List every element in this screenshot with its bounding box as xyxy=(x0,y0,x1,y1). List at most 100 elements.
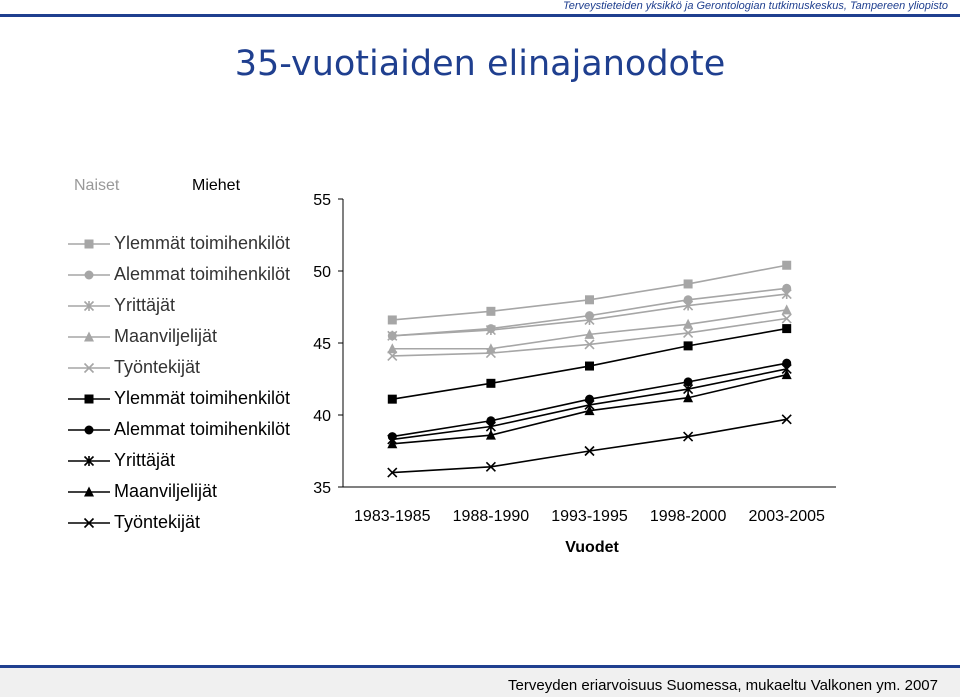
legend-item-miehet-yrittajat: Yrittäjät xyxy=(68,445,290,476)
legend-label: Yrittäjät xyxy=(114,295,176,315)
series-naiset-yrittajat xyxy=(387,288,792,341)
y-tick-label: 55 xyxy=(313,192,331,209)
series-naiset-ylemmat-toimihenkilot xyxy=(387,260,792,325)
data-point xyxy=(683,431,694,442)
legend-group-miehet: Miehet xyxy=(192,177,241,194)
legend-marker xyxy=(84,425,94,434)
x-axis-label: Vuodet xyxy=(565,539,619,556)
x-tick-label: 1993-1995 xyxy=(551,508,628,525)
data-point xyxy=(387,467,398,478)
data-point xyxy=(683,377,693,387)
legend-marker xyxy=(83,300,95,311)
data-point xyxy=(781,313,792,324)
data-point xyxy=(486,378,496,388)
legend-label: Ylemmät toimihenkilöt xyxy=(114,233,291,253)
data-point xyxy=(782,358,792,368)
data-point xyxy=(683,392,694,403)
legend-item-miehet-alemmat-toimihenkilot: Alemmat toimihenkilöt xyxy=(68,414,290,445)
legend-marker xyxy=(84,270,94,279)
data-point xyxy=(683,327,694,338)
data-point xyxy=(683,300,694,311)
data-point xyxy=(387,438,398,449)
data-point xyxy=(485,348,496,359)
legend-marker xyxy=(83,517,95,528)
data-point xyxy=(781,304,792,315)
legend-marker xyxy=(84,331,94,341)
data-point xyxy=(387,350,398,362)
legend-item-naiset-ylemmat-toimihenkilot: Ylemmät toimihenkilöt xyxy=(68,228,290,259)
legend-item-naiset-tyontekijat: Työntekijät xyxy=(68,352,290,383)
data-point xyxy=(485,429,496,440)
legend-swatch-asterisk-icon xyxy=(68,300,110,311)
data-point xyxy=(485,324,496,336)
legend-marker xyxy=(83,455,95,466)
legend-swatch-asterisk-icon xyxy=(68,455,110,466)
y-tick-label: 45 xyxy=(313,336,331,353)
legend-item-miehet-maanviljelijat: Maanviljelijät xyxy=(68,476,290,507)
legend-group-naiset: Naiset xyxy=(74,177,120,194)
data-point xyxy=(485,461,496,472)
data-point xyxy=(584,339,595,350)
data-point xyxy=(683,279,693,289)
legend-label: Alemmat toimihenkilöt xyxy=(114,419,291,439)
data-point xyxy=(387,394,397,404)
data-point xyxy=(782,283,792,293)
x-tick-label: 1998-2000 xyxy=(650,508,727,525)
header-rule xyxy=(0,14,960,17)
data-point xyxy=(781,414,792,425)
data-point xyxy=(781,369,792,380)
y-tick-label: 50 xyxy=(313,264,331,281)
legend-item-miehet-ylemmat-toimihenkilot: Ylemmät toimihenkilöt xyxy=(68,383,290,414)
x-tick-label: 1983-1985 xyxy=(354,508,431,525)
data-point xyxy=(683,295,693,305)
data-point xyxy=(486,306,496,316)
data-point xyxy=(387,343,398,354)
legend-swatch-triangle-icon xyxy=(68,486,110,496)
legend-swatch-circle-icon xyxy=(68,425,110,434)
series-miehet-tyontekijat xyxy=(387,414,792,478)
line-chart: 35 40 45 50 55 1983-1985 1988-1990 1993-1995 199… xyxy=(313,192,836,556)
series-miehet-maanviljelijat xyxy=(387,369,792,449)
footer-rule xyxy=(0,665,960,668)
legend-label: Työntekijät xyxy=(114,357,201,377)
chart-legend: Ylemmät toimihenkilöt Alemmat toimihenkil… xyxy=(68,228,290,538)
x-tick-label: 1988-1990 xyxy=(453,508,530,525)
data-point xyxy=(585,394,594,404)
legend-item-naiset-maanviljelijat: Maanviljelijät xyxy=(68,321,290,352)
legend-marker xyxy=(83,362,95,373)
footer-bar: Terveyden eriarvoisuus Suomessa, mukaelt… xyxy=(0,665,960,697)
data-point xyxy=(584,314,595,326)
legend-item-naiset-yrittajat: Yrittäjät xyxy=(68,290,290,321)
legend-label: Yrittäjät xyxy=(114,450,176,470)
data-point xyxy=(387,330,398,341)
y-tick-label: 35 xyxy=(313,480,331,497)
legend-swatch-circle-icon xyxy=(68,270,110,279)
legend-swatch-x-icon xyxy=(68,517,110,528)
data-point xyxy=(683,318,694,329)
series-miehet-ylemmat-toimihenkilot xyxy=(387,324,792,404)
data-point xyxy=(683,341,693,351)
series-naiset-tyontekijat xyxy=(387,313,792,362)
legend-label: Työntekijät xyxy=(114,512,201,532)
header-note: Terveystieteiden yksikkö ja Gerontologia… xyxy=(563,0,948,12)
data-point xyxy=(782,324,792,334)
page-title: 35-vuotiaiden elinajanodote xyxy=(234,44,726,84)
legend-swatch-square-icon xyxy=(68,394,110,403)
legend-marker xyxy=(84,394,94,403)
data-point xyxy=(782,260,792,270)
legend-label: Alemmat toimihenkilöt xyxy=(114,264,291,284)
legend-swatch-square-icon xyxy=(68,239,110,248)
legend-label: Ylemmät toimihenkilöt xyxy=(114,388,291,408)
x-tick-label: 2003-2005 xyxy=(748,508,825,525)
legend-label: Maanviljelijät xyxy=(114,326,218,346)
data-point xyxy=(584,445,595,457)
data-point xyxy=(781,288,792,300)
data-point xyxy=(585,295,594,305)
legend-marker xyxy=(84,486,94,496)
data-point xyxy=(486,416,496,426)
y-tick-label: 40 xyxy=(313,408,331,425)
legend-swatch-triangle-icon xyxy=(68,331,110,341)
data-point xyxy=(584,328,595,339)
footer-source: Terveyden eriarvoisuus Suomessa, mukaelt… xyxy=(508,677,938,694)
legend-item-miehet-tyontekijat: Työntekijät xyxy=(68,507,290,538)
